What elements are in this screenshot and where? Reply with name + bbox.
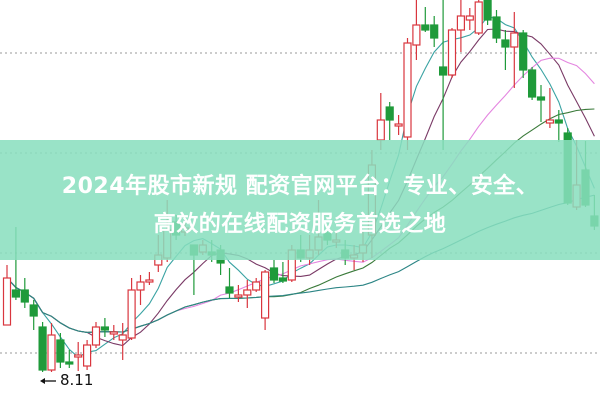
candle-body [29, 304, 38, 317]
candle-up [118, 323, 127, 360]
candle-body [225, 286, 234, 294]
candle-up [456, 0, 465, 52]
candle-up [91, 322, 101, 348]
candle-body [510, 32, 519, 48]
candle-up [403, 38, 412, 150]
candle-body [421, 24, 430, 31]
candle-up [474, 0, 483, 35]
candle-body [38, 326, 47, 371]
candle-body [20, 289, 29, 303]
candle-body [492, 16, 501, 39]
candle-body [234, 294, 243, 298]
candle-up [447, 28, 457, 78]
candle-down [278, 262, 287, 283]
candle-body [519, 32, 528, 71]
candle-body [456, 15, 465, 31]
candle-body [430, 24, 439, 39]
candle-body [439, 66, 448, 76]
candle-up [109, 325, 118, 340]
candle-down [483, 0, 492, 25]
candle-body [536, 96, 546, 101]
candle-body [252, 281, 261, 291]
low-marker-arrow-icon [40, 378, 56, 384]
candle-body [376, 119, 385, 141]
candle-body [269, 267, 279, 281]
candle-body [47, 334, 56, 371]
candle-body [11, 289, 20, 298]
candle-body [278, 277, 287, 282]
candle-body [56, 339, 65, 363]
candle-up [127, 278, 136, 340]
candle-down [421, 7, 430, 32]
low-price-label: 8.11 [60, 371, 94, 389]
candle-down [225, 268, 234, 298]
candle-body [394, 123, 403, 127]
candle-down [439, 0, 448, 150]
candle-down [519, 30, 528, 78]
candle-down [29, 300, 38, 330]
headline-line-2: 高效的在线配资服务首选之地 [153, 212, 447, 237]
candle-body [261, 271, 270, 319]
candle-body [136, 281, 145, 291]
candle-down [269, 260, 279, 283]
candle-down [65, 350, 74, 368]
candle-body [100, 326, 110, 331]
candle-up [234, 285, 243, 302]
candle-body [118, 334, 127, 341]
candle-body [65, 361, 74, 365]
candle-up [412, 0, 421, 60]
candle-body [82, 344, 92, 367]
candle-down [430, 16, 439, 47]
candle-body [403, 42, 412, 138]
candle-up [74, 342, 83, 371]
candle-body [127, 289, 136, 339]
candle-down [56, 333, 65, 368]
candle-body [474, 1, 483, 34]
candle-body [109, 331, 118, 335]
candle-body [465, 15, 474, 21]
candle-up [47, 323, 56, 372]
candle-body [554, 119, 563, 124]
candle-up [465, 8, 474, 30]
candle-down [492, 10, 501, 43]
candle-up [252, 278, 261, 292]
candle-down [501, 30, 510, 70]
candle-body [91, 326, 101, 346]
candle-down [554, 110, 563, 142]
candle-body [501, 39, 510, 48]
candle-body [545, 119, 555, 124]
candle-body [74, 354, 83, 358]
headline-line-1: 2024年股市新规 配资官网平台：专业、安全、 [61, 174, 539, 199]
candle-body [483, 0, 492, 21]
candle-up [243, 280, 252, 308]
candle-down [20, 278, 29, 308]
candle-down [527, 67, 537, 100]
candle-up [545, 88, 555, 128]
candle-down [536, 85, 546, 122]
candle-body [527, 69, 537, 98]
candle-up [394, 115, 403, 135]
candle-up [510, 12, 519, 88]
candle-body [145, 279, 154, 283]
candle-up [261, 270, 270, 330]
candle-body [243, 289, 252, 296]
candle-up [2, 265, 12, 326]
candle-body [447, 29, 457, 76]
headline-banner: 2024年股市新规 配资官网平台：专业、安全、 高效的在线配资服务首选之地 [0, 140, 600, 260]
candle-down [38, 322, 47, 372]
candle-up [136, 275, 145, 305]
candle-up [82, 340, 92, 370]
candle-down [385, 102, 394, 140]
candle-body [385, 106, 394, 121]
candle-down [100, 318, 110, 337]
candle-body [2, 277, 12, 326]
candle-body [412, 24, 421, 46]
candle-up [145, 272, 154, 285]
